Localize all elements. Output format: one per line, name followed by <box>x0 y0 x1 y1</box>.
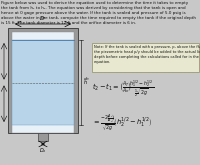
Text: $dh$: $dh$ <box>83 75 90 82</box>
Bar <box>8 28 78 133</box>
Text: Note: If the tank is sealed with a pressure, p, above the fluid,
the piezometric: Note: If the tank is sealed with a press… <box>94 45 200 64</box>
Text: $t_2-t_1=\left(\!\frac{A_T}{A_o}\!\right)\!\frac{h_1^{1/2}-h_2^{1/2}}{\frac{1}{2: $t_2-t_1=\left(\!\frac{A_T}{A_o}\!\right… <box>92 78 154 99</box>
Bar <box>12 32 74 133</box>
Text: $D_o$: $D_o$ <box>39 146 47 155</box>
Bar <box>38 133 48 141</box>
FancyBboxPatch shape <box>92 43 198 71</box>
Text: $h$: $h$ <box>83 79 88 86</box>
Bar <box>12 40 74 125</box>
Text: Figure below was used to derive the equation used to determine the time it takes: Figure below was used to derive the equa… <box>1 1 196 25</box>
Text: $D_T$: $D_T$ <box>39 14 47 23</box>
Text: $=\frac{-2\!\left(\!\frac{A_T}{A_o}\!\right)}{\sqrt{2g}}\!\left(h_2^{1/2}-h_1^{1: $=\frac{-2\!\left(\!\frac{A_T}{A_o}\!\ri… <box>92 112 152 134</box>
